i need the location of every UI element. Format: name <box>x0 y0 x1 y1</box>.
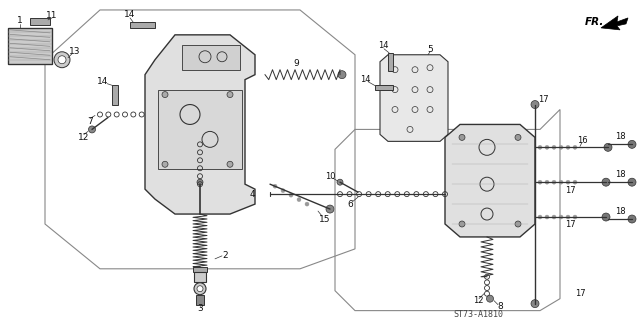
Text: 8: 8 <box>497 302 503 311</box>
Text: 1: 1 <box>17 16 23 25</box>
Circle shape <box>531 300 539 308</box>
Circle shape <box>197 286 203 292</box>
Circle shape <box>88 126 95 133</box>
Circle shape <box>545 145 549 149</box>
Circle shape <box>227 92 233 98</box>
Polygon shape <box>601 16 628 30</box>
Bar <box>8 28 52 64</box>
Text: 17: 17 <box>575 289 586 298</box>
Circle shape <box>559 215 563 219</box>
Text: 3: 3 <box>197 304 203 313</box>
Circle shape <box>338 71 346 79</box>
Circle shape <box>573 215 577 219</box>
Bar <box>182 45 240 70</box>
Bar <box>388 53 393 71</box>
Text: 17: 17 <box>538 95 548 104</box>
Circle shape <box>573 180 577 184</box>
Text: 10: 10 <box>324 172 335 181</box>
Polygon shape <box>445 124 535 237</box>
Circle shape <box>602 213 610 221</box>
Bar <box>375 84 393 90</box>
Text: 2: 2 <box>222 251 228 260</box>
Circle shape <box>628 178 636 186</box>
Bar <box>194 272 206 282</box>
Circle shape <box>486 295 493 302</box>
Text: FR.: FR. <box>585 17 604 27</box>
Text: 5: 5 <box>427 45 433 54</box>
Circle shape <box>545 215 549 219</box>
Text: 12: 12 <box>78 133 90 142</box>
Circle shape <box>459 221 465 227</box>
Bar <box>112 84 118 105</box>
Circle shape <box>559 180 563 184</box>
Circle shape <box>545 180 549 184</box>
Text: 6: 6 <box>347 200 353 209</box>
Text: 15: 15 <box>319 214 331 224</box>
Text: 9: 9 <box>293 59 299 68</box>
Circle shape <box>628 140 636 148</box>
Circle shape <box>459 134 465 140</box>
Text: 4: 4 <box>250 190 255 199</box>
Circle shape <box>531 100 539 108</box>
Circle shape <box>538 215 542 219</box>
Circle shape <box>162 161 168 167</box>
Circle shape <box>337 179 343 185</box>
Text: 7: 7 <box>87 117 93 126</box>
Circle shape <box>552 145 556 149</box>
Circle shape <box>515 221 521 227</box>
Text: 14: 14 <box>124 11 136 20</box>
Circle shape <box>538 180 542 184</box>
Circle shape <box>566 145 570 149</box>
Circle shape <box>604 143 612 151</box>
Circle shape <box>162 92 168 98</box>
Circle shape <box>573 145 577 149</box>
Text: 18: 18 <box>614 170 625 179</box>
Circle shape <box>515 134 521 140</box>
Text: 12: 12 <box>473 296 483 305</box>
Text: 14: 14 <box>378 41 388 50</box>
Circle shape <box>305 202 309 206</box>
Text: 16: 16 <box>577 136 588 145</box>
Text: ST73-A1810: ST73-A1810 <box>453 310 503 319</box>
Text: 17: 17 <box>564 220 575 229</box>
Circle shape <box>273 184 277 188</box>
Circle shape <box>552 215 556 219</box>
Circle shape <box>566 215 570 219</box>
Circle shape <box>281 189 285 193</box>
Circle shape <box>194 283 206 295</box>
Bar <box>158 90 242 169</box>
Text: 11: 11 <box>46 12 58 20</box>
Circle shape <box>326 205 334 213</box>
Bar <box>193 267 207 272</box>
Polygon shape <box>380 55 448 141</box>
Circle shape <box>552 180 556 184</box>
Text: 13: 13 <box>69 47 81 56</box>
Circle shape <box>559 145 563 149</box>
Circle shape <box>58 56 66 64</box>
Circle shape <box>289 193 293 197</box>
Bar <box>30 18 50 25</box>
Text: 17: 17 <box>564 186 575 195</box>
Circle shape <box>297 198 301 202</box>
Circle shape <box>628 215 636 223</box>
Bar <box>130 22 155 28</box>
Text: 18: 18 <box>614 132 625 141</box>
Circle shape <box>197 179 203 185</box>
Text: 18: 18 <box>614 206 625 216</box>
Circle shape <box>538 145 542 149</box>
Bar <box>196 295 204 305</box>
Circle shape <box>54 52 70 68</box>
Text: 14: 14 <box>97 77 109 86</box>
Text: 14: 14 <box>360 75 371 84</box>
Circle shape <box>602 178 610 186</box>
Polygon shape <box>145 35 255 214</box>
Circle shape <box>227 161 233 167</box>
Bar <box>8 28 52 64</box>
Circle shape <box>566 180 570 184</box>
